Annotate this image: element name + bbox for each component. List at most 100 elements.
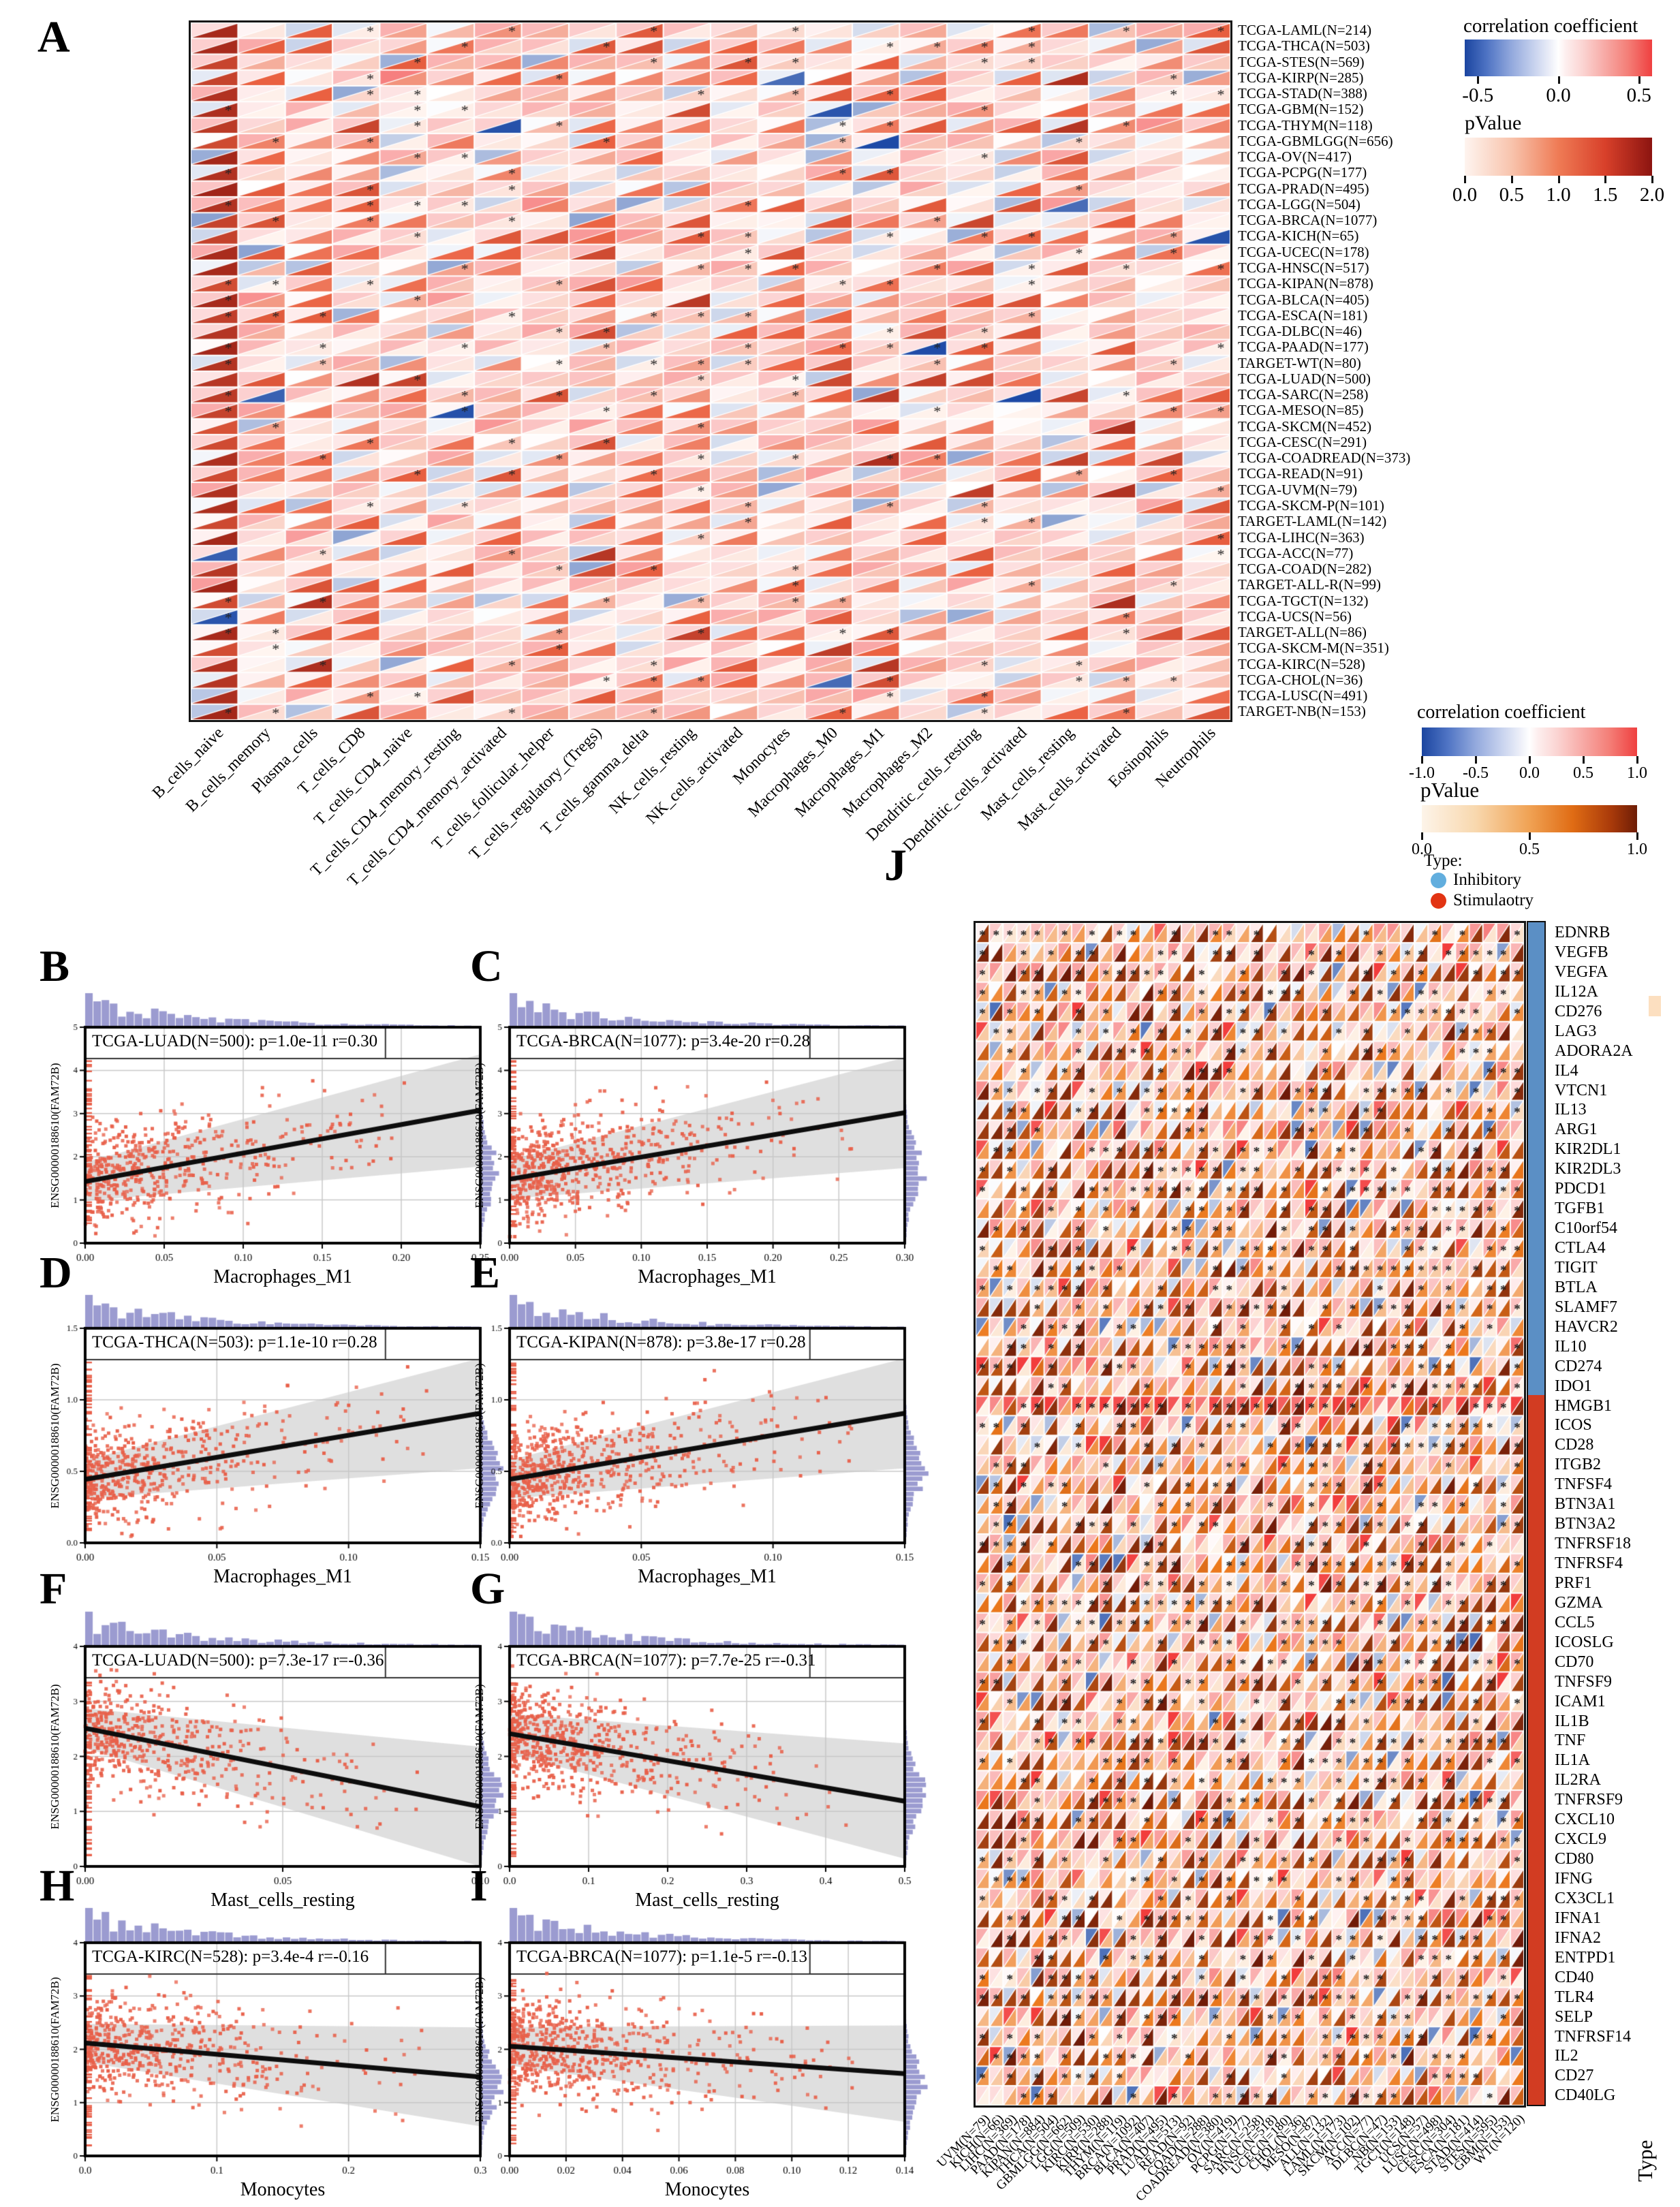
scatter-plot-canvas-g — [469, 1608, 932, 1904]
panel-a-letter: A — [37, 12, 70, 62]
panel-j-letter: J — [884, 841, 907, 890]
gene-label: BTLA — [1555, 1278, 1598, 1296]
cohort-row-label: TCGA-GBM(N=152) — [1238, 101, 1364, 118]
y-axis-label-d: ENSG00000188610(FAM72B) — [48, 1362, 61, 1509]
panel-j-type-axis-label: Type — [1633, 2140, 1657, 2182]
gene-label: ARG1 — [1555, 1121, 1598, 1139]
scatter-title-c: TCGA-BRCA(N=1077): p=3.4e-20 r=0.28 — [516, 1032, 811, 1050]
gene-label: HAVCR2 — [1555, 1317, 1618, 1336]
cohort-row-label: TARGET-LAML(N=142) — [1238, 513, 1387, 530]
gene-label: GZMA — [1555, 1593, 1603, 1612]
gene-label: CCL5 — [1555, 1613, 1595, 1631]
cohort-row-label: TCGA-COADREAD(N=373) — [1238, 450, 1411, 467]
gene-label: CD28 — [1555, 1436, 1594, 1454]
gene-label: VEGFB — [1555, 943, 1608, 961]
gene-label: CTLA4 — [1555, 1239, 1606, 1257]
panel-a-heatmap-canvas — [191, 22, 1230, 720]
gene-label: EDNRB — [1555, 924, 1611, 941]
cohort-row-label: TCGA-KIPAN(N=878) — [1238, 275, 1373, 292]
cohort-row-label: TCGA-KIRP(N=285) — [1238, 69, 1364, 86]
gene-label: CX3CL1 — [1555, 1889, 1615, 1907]
cohort-row-label: TCGA-KIRC(N=528) — [1238, 655, 1365, 672]
panel-j-gene-labels: EDNRB VEGFB VEGFA IL12A CD276 LAG3 ADORA2A IL4 V… — [1555, 923, 1633, 2106]
gene-label: IFNA1 — [1555, 1909, 1602, 1927]
cohort-row-label: TCGA-THYM(N=118) — [1238, 116, 1373, 134]
legend-tick-label: 0.0 — [1452, 184, 1478, 206]
scatter-plot-canvas-i — [469, 1904, 932, 2193]
legend-tick-label: 1.5 — [1593, 184, 1618, 206]
gene-label: TNFRSF14 — [1555, 2027, 1632, 2046]
gene-label: KIR2DL3 — [1555, 1160, 1621, 1178]
panel-a-corr-colorbar — [1465, 40, 1652, 76]
cohort-row-label: TCGA-READ(N=91) — [1238, 465, 1363, 482]
gene-label: IFNG — [1555, 1870, 1593, 1888]
gene-label: ICAM1 — [1555, 1692, 1606, 1710]
type-legend-item-inhibitory: Inhibitory — [1431, 871, 1521, 890]
panel-j-heatmap-canvas — [976, 923, 1524, 2106]
cohort-row-label: TARGET-ALL(N=86) — [1238, 624, 1367, 641]
gene-label: TNFRSF9 — [1555, 1791, 1623, 1809]
gene-label: BTN3A2 — [1555, 1515, 1616, 1533]
panel-j-corr-legend-title: correlation coefficient — [1417, 702, 1586, 723]
gene-label: CXCL10 — [1555, 1811, 1615, 1829]
panel-d-letter: D — [40, 1248, 72, 1298]
legend-tick-mark — [1510, 176, 1513, 183]
gene-label: KIR2DL1 — [1555, 1140, 1621, 1159]
inhibitory-label: Inhibitory — [1453, 871, 1521, 889]
legend-tick-label: 0.5 — [1626, 84, 1651, 106]
gene-label: IFNA2 — [1555, 1928, 1602, 1947]
cohort-row-label: TCGA-ACC(N=77) — [1238, 544, 1354, 561]
gene-label: TLR4 — [1555, 1988, 1594, 2006]
scatter-plot-canvas-c — [469, 989, 932, 1281]
panel-i-letter: I — [470, 1861, 488, 1911]
gene-label: ENTPD1 — [1555, 1948, 1616, 1967]
cohort-row-label: TCGA-UCS(N=56) — [1238, 608, 1352, 625]
panel-a-corr-legend-title: correlation coefficient — [1463, 15, 1638, 37]
legend-tick-mark — [1529, 756, 1531, 764]
legend-tick-label: 1.0 — [1627, 841, 1647, 858]
panel-c-letter: C — [470, 941, 503, 991]
gene-label: BTN3A1 — [1555, 1495, 1616, 1514]
cohort-row-label: TCGA-SKCM(N=452) — [1238, 418, 1372, 435]
scatter-plot-canvas-e — [469, 1291, 932, 1580]
panel-b-letter: B — [40, 941, 70, 991]
legend-tick-label: -0.5 — [1463, 764, 1489, 782]
cohort-row-label: TCGA-SKCM-P(N=101) — [1238, 497, 1384, 514]
legend-tick-mark — [1421, 756, 1423, 764]
cohort-row-label: TCGA-LUSC(N=491) — [1238, 687, 1368, 704]
legend-tick-mark — [1464, 176, 1466, 183]
legend-tick-label: 0.0 — [1546, 84, 1571, 106]
legend-tick-mark — [1475, 756, 1477, 764]
legend-tick-label: 0.0 — [1412, 841, 1432, 858]
cohort-row-label: TCGA-MESO(N=85) — [1238, 402, 1364, 419]
cohort-row-label: TCGA-LAML(N=214) — [1238, 22, 1372, 38]
cohort-row-label: TARGET-ALL-R(N=99) — [1238, 576, 1382, 593]
panel-a-corr-ticks: -0.5 0.0 0.5 — [1462, 76, 1652, 106]
gene-label: PRF1 — [1555, 1574, 1592, 1592]
cohort-row-label: TARGET-NB(N=153) — [1238, 703, 1366, 720]
scatter-title-f: TCGA-LUAD(N=500): p=7.3e-17 r=-0.36 — [92, 1651, 384, 1670]
legend-tick-mark — [1583, 756, 1585, 764]
gene-label: PDCD1 — [1555, 1180, 1607, 1198]
legend-tick-mark — [1421, 832, 1423, 840]
gene-label: IL13 — [1555, 1101, 1587, 1119]
legend-tick-mark — [1651, 176, 1653, 183]
gene-label: IL1A — [1555, 1751, 1590, 1770]
type-legend-item-stimulatory: Stimulaotry — [1431, 891, 1534, 910]
gene-label: IL2 — [1555, 2047, 1578, 2065]
legend-tick-mark — [1557, 76, 1560, 84]
cohort-row-label: TCGA-KICH(N=65) — [1238, 228, 1359, 245]
legend-tick-label: 1.0 — [1546, 184, 1571, 206]
scatter-plot-canvas-f — [44, 1608, 508, 1904]
cohort-row-label: TCGA-CESC(N=291) — [1238, 433, 1367, 450]
gene-label: ICOS — [1555, 1416, 1592, 1435]
legend-tick-label: 0.5 — [1499, 184, 1524, 206]
scatter-title-b: TCGA-LUAD(N=500): p=1.0e-11 r=0.30 — [92, 1032, 378, 1050]
panel-a-pvalue-ticks: 0.0 0.5 1.0 1.5 2.0 — [1452, 176, 1664, 206]
scatter-plot-canvas-b — [44, 989, 508, 1281]
y-axis-label-h: ENSG00000188610(FAM72B) — [48, 1976, 61, 2123]
stimulatory-dot-icon — [1431, 892, 1446, 909]
cohort-row-label: TCGA-UVM(N=79) — [1238, 481, 1358, 498]
x-axis-label-b: Macrophages_M1 — [213, 1266, 352, 1287]
